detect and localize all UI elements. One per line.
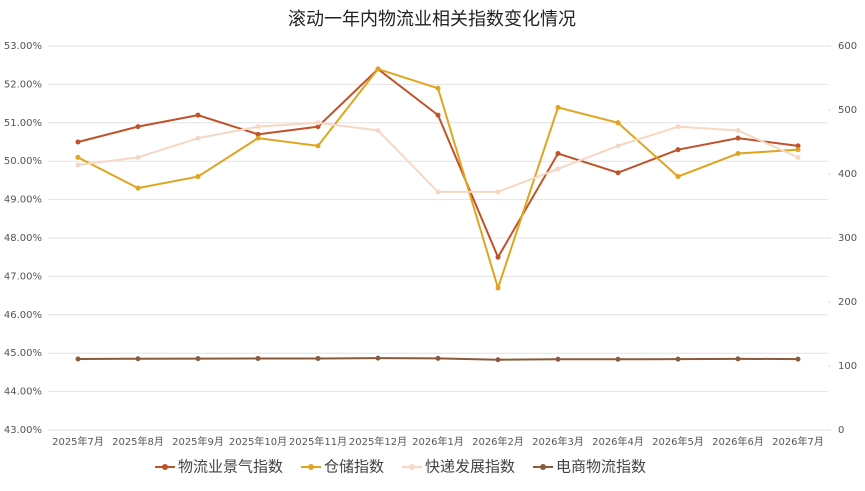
legend-dot bbox=[308, 464, 315, 470]
x-tick-label: 2025年8月 bbox=[112, 435, 164, 448]
legend-dot bbox=[162, 464, 168, 470]
legend-label: 快递发展指数 bbox=[425, 458, 515, 476]
x-tick-label: 2026年7月 bbox=[772, 435, 824, 448]
data-point bbox=[315, 355, 321, 361]
y2-tick-label: 600 bbox=[838, 41, 857, 52]
data-point bbox=[555, 166, 561, 172]
data-point bbox=[135, 124, 141, 130]
data-point bbox=[255, 131, 261, 137]
data-point bbox=[675, 124, 681, 130]
data-point bbox=[375, 66, 381, 72]
x-tick-label: 2026年3月 bbox=[532, 435, 584, 448]
y2-tick-label: 0 bbox=[838, 425, 844, 436]
data-point bbox=[135, 154, 141, 160]
data-point bbox=[795, 154, 801, 160]
data-point bbox=[315, 120, 321, 126]
y2-tick-label: 400 bbox=[838, 169, 857, 180]
data-point bbox=[435, 112, 441, 118]
legend-dot bbox=[540, 464, 547, 470]
y2-tick-label: 300 bbox=[838, 233, 857, 244]
data-point bbox=[615, 356, 621, 362]
x-tick-label: 2026年6月 bbox=[712, 435, 764, 448]
data-point bbox=[495, 285, 501, 291]
data-point bbox=[135, 356, 141, 362]
legend-label: 电商物流指数 bbox=[556, 458, 646, 476]
data-point bbox=[495, 189, 501, 195]
data-point bbox=[495, 254, 501, 260]
series-line bbox=[77, 67, 799, 260]
data-point bbox=[675, 356, 681, 362]
data-point bbox=[255, 355, 261, 361]
data-point bbox=[795, 356, 801, 362]
x-tick-label: 2026年5月 bbox=[652, 435, 704, 448]
y-tick-label: 48.00% bbox=[4, 233, 42, 244]
data-point bbox=[435, 85, 441, 91]
y-tick-label: 51.00% bbox=[4, 118, 42, 129]
legend-dot bbox=[409, 464, 416, 470]
data-point bbox=[555, 104, 561, 110]
series-line bbox=[77, 121, 799, 193]
data-point bbox=[555, 356, 561, 362]
y-tick-label: 53.00% bbox=[4, 41, 42, 52]
y-tick-label: 47.00% bbox=[4, 271, 42, 282]
x-tick-label: 2025年10月 bbox=[229, 435, 287, 448]
data-point bbox=[75, 162, 81, 168]
data-point bbox=[615, 170, 621, 176]
data-point bbox=[675, 174, 681, 180]
data-point bbox=[555, 151, 561, 157]
legend-label: 仓储指数 bbox=[324, 458, 384, 476]
x-tick-label: 2026年1月 bbox=[412, 435, 464, 448]
data-point bbox=[75, 356, 81, 362]
y-tick-label: 49.00% bbox=[4, 195, 42, 206]
y-tick-label: 43.00% bbox=[4, 425, 42, 436]
data-point bbox=[255, 135, 261, 141]
chart-title: 滚动一年内物流业相关指数变化情况 bbox=[288, 9, 576, 30]
y-tick-label: 44.00% bbox=[4, 387, 42, 398]
x-tick-label: 2026年4月 bbox=[592, 435, 644, 448]
data-point bbox=[375, 127, 381, 133]
legend-label: 物流业景气指数 bbox=[178, 458, 283, 476]
x-tick-label: 2025年12月 bbox=[349, 435, 407, 448]
data-point bbox=[195, 356, 201, 362]
data-point bbox=[435, 355, 441, 361]
data-point bbox=[135, 185, 141, 191]
y2-tick-label: 100 bbox=[838, 361, 857, 372]
data-point bbox=[675, 147, 681, 153]
data-point bbox=[195, 174, 201, 180]
x-tick-label: 2025年7月 bbox=[52, 435, 104, 448]
data-point bbox=[735, 356, 741, 362]
data-point bbox=[75, 154, 81, 160]
data-point bbox=[195, 112, 201, 118]
data-point bbox=[795, 147, 801, 153]
x-tick-label: 2025年9月 bbox=[172, 435, 224, 448]
y2-tick-label: 500 bbox=[838, 105, 857, 116]
x-tick-label: 2025年11月 bbox=[289, 435, 347, 448]
data-point bbox=[495, 357, 501, 363]
y-tick-label: 50.00% bbox=[4, 156, 42, 167]
x-tick-label: 2026年2月 bbox=[472, 435, 524, 448]
y-tick-label: 46.00% bbox=[4, 310, 42, 321]
data-point bbox=[735, 151, 741, 157]
y-tick-label: 52.00% bbox=[4, 79, 42, 90]
data-point bbox=[375, 355, 381, 361]
data-point bbox=[315, 124, 321, 130]
data-point bbox=[195, 135, 201, 141]
y2-tick-label: 200 bbox=[838, 297, 857, 308]
data-point bbox=[735, 127, 741, 133]
data-point bbox=[315, 143, 321, 149]
series-line bbox=[77, 67, 799, 292]
data-point bbox=[615, 143, 621, 149]
data-point bbox=[615, 120, 621, 126]
data-point bbox=[255, 124, 261, 130]
data-point bbox=[795, 143, 801, 149]
y-tick-label: 45.00% bbox=[4, 348, 42, 359]
data-point bbox=[735, 135, 741, 141]
data-point bbox=[435, 189, 441, 195]
data-point bbox=[75, 139, 81, 145]
